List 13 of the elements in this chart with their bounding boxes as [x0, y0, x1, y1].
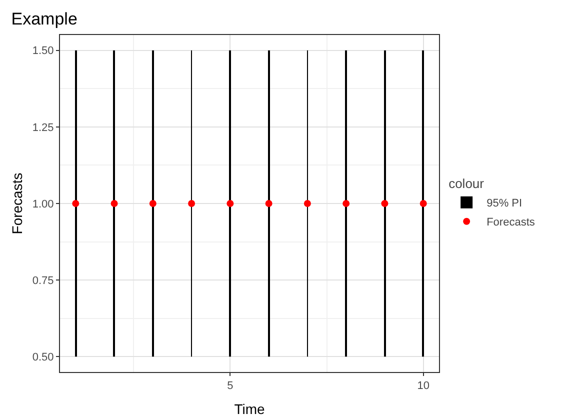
x-axis-title: Time	[234, 401, 266, 417]
y-tick-label: 0.75	[32, 274, 54, 287]
y-tick-label: 1.25	[32, 122, 54, 134]
y-axis-title: Forecasts	[9, 172, 25, 234]
x-tick-label: 10	[417, 380, 430, 392]
legend-title: colour	[448, 176, 485, 191]
y-tick-label: 1.50	[32, 45, 54, 58]
y-tick-label: 0.50	[32, 352, 54, 364]
chart-title: Example	[11, 9, 78, 28]
y-tick-label: 1.00	[32, 198, 54, 210]
x-tick-label: 5	[227, 380, 234, 392]
legend-label: Forecasts	[486, 216, 536, 229]
legend-label: 95% PI	[486, 198, 522, 210]
